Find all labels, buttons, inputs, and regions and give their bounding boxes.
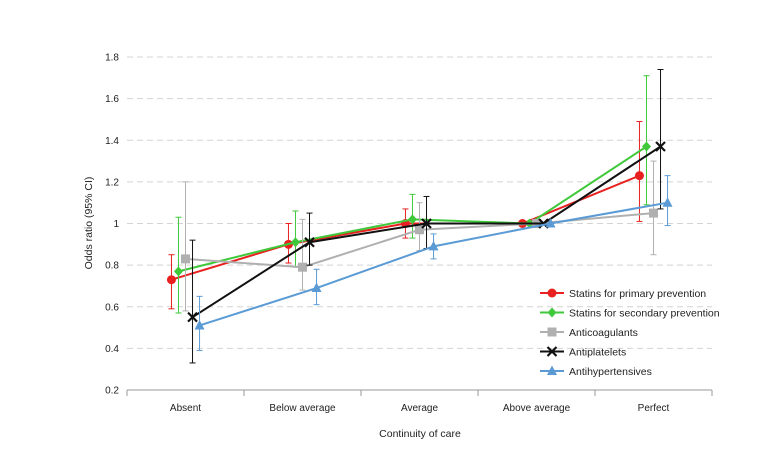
x-tick-label: Above average	[503, 403, 571, 414]
legend-label: Antiplatelets	[569, 347, 626, 359]
data-point	[421, 218, 432, 229]
data-point	[655, 141, 666, 152]
legend-marker	[547, 365, 557, 375]
error-bar	[643, 75, 650, 206]
legend-item: Statins for secondary prevention	[540, 307, 720, 320]
legend-item: Antiplatelets	[540, 346, 626, 359]
data-point	[428, 240, 439, 251]
data-point	[181, 254, 190, 264]
y-tick-label: 0.4	[105, 344, 119, 355]
y-tick-label: 1.2	[105, 177, 119, 188]
error-bar	[299, 218, 306, 291]
y-tick-label: 1.8	[105, 53, 119, 64]
error-bar	[175, 216, 182, 314]
legend-marker	[547, 288, 557, 298]
error-bar	[657, 68, 664, 210]
y-tick-label: 1.6	[105, 94, 119, 105]
legend-marker	[547, 307, 557, 318]
data-point	[166, 275, 176, 285]
y-tick-label: 0.2	[105, 386, 119, 397]
legend-label: Statins for primary prevention	[569, 288, 706, 300]
y-tick-label: 1	[113, 219, 119, 230]
series-0	[166, 121, 644, 310]
y-tick-label: 1.4	[105, 136, 119, 147]
data-point	[290, 237, 300, 248]
error-bar	[650, 160, 657, 256]
legend-label: Antihypertensives	[569, 366, 652, 378]
data-point	[407, 214, 417, 225]
x-axis-title: Continuity of care	[379, 428, 461, 440]
legend-item: Statins for primary prevention	[540, 288, 706, 300]
data-point	[304, 236, 315, 248]
data-point	[311, 282, 322, 293]
data-point	[173, 266, 183, 277]
x-tick-label: Perfect	[638, 403, 670, 414]
data-point	[634, 171, 644, 181]
axes: 0.2 0.4 0.6 0.8 1 1.2 1.4 1.6 1.8 Absent Below ave…	[105, 53, 713, 414]
legend-marker	[547, 327, 557, 337]
error-bar	[182, 181, 189, 312]
error-bar	[306, 212, 313, 266]
data-point	[662, 197, 673, 207]
y-axis-title: Odds ratio (95% CI)	[83, 177, 95, 270]
legend-item: Antihypertensives	[540, 365, 652, 378]
series-group	[166, 68, 673, 364]
series-1	[173, 75, 651, 314]
x-tick-label: Average	[401, 403, 439, 414]
error-bar	[189, 239, 196, 364]
legend-label: Anticoagulants	[569, 327, 638, 339]
data-point	[187, 311, 198, 323]
series-4	[194, 175, 673, 351]
y-tick-label: 0.6	[105, 302, 119, 313]
x-tick-label: Absent	[170, 403, 201, 414]
y-tick-label: 0.8	[105, 261, 119, 272]
x-tick-label: Below average	[269, 403, 336, 414]
data-point	[194, 319, 205, 330]
data-point	[649, 208, 658, 218]
data-point	[641, 141, 651, 152]
data-point	[545, 218, 556, 228]
legend-item: Anticoagulants	[540, 327, 638, 339]
legend: Statins for primary prevention Statins fo…	[540, 288, 720, 378]
data-point	[415, 225, 424, 235]
data-point	[298, 262, 307, 272]
series-3	[187, 68, 666, 364]
legend-label: Statins for secondary prevention	[569, 308, 720, 320]
legend-marker	[546, 346, 558, 357]
